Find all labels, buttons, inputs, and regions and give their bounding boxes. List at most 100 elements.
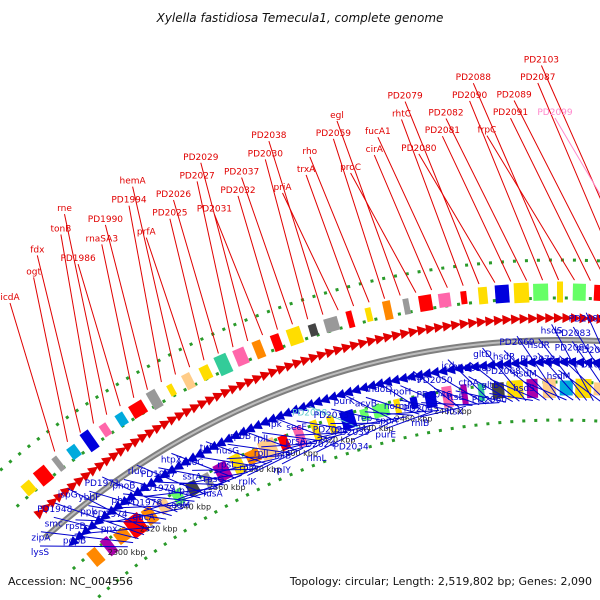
gene-label: PD1994 <box>111 196 147 206</box>
gene-label: rpsL <box>217 461 236 471</box>
label-leaders <box>9 65 600 548</box>
forward-gene-arrow <box>332 345 344 356</box>
reverse-gene-arrow <box>342 386 354 397</box>
reverse-gene-arrow <box>541 357 552 368</box>
label-leader-line <box>213 457 279 474</box>
label-leader-line <box>503 350 554 401</box>
forward-gene-arrow <box>553 313 564 324</box>
forward-gene-arrow <box>374 334 386 345</box>
kbp-tick-label: 2480 kbp <box>434 407 472 416</box>
label-leader-line <box>332 138 386 299</box>
gene-label: PD2033 <box>314 411 349 421</box>
reverse-gene-arrow <box>485 359 496 370</box>
label-leader-line <box>240 429 298 451</box>
label-leader-line <box>468 376 513 403</box>
gene-label: rne <box>57 204 72 214</box>
forward-gene-arrow <box>235 381 247 392</box>
gene-label: PD2069 <box>499 338 535 348</box>
forward-gene-arrow <box>408 327 419 338</box>
forward-gene-arrow <box>579 313 590 324</box>
forward-gene-arrow <box>416 325 428 336</box>
gene-label: PD2034 <box>333 442 369 452</box>
forward-gene-arrow <box>291 359 303 369</box>
forward-gene-arrow <box>570 313 581 324</box>
forward-gene-arrow <box>53 492 64 503</box>
forward-gene-arrow <box>159 420 171 430</box>
gene-label: acvB <box>355 399 377 409</box>
functional-category-block <box>494 284 510 304</box>
kbp-tick-label: 2340 kbp <box>173 503 211 512</box>
gene-label: htpX <box>161 455 182 465</box>
label-leader-line <box>241 177 293 325</box>
forward-gene-arrow <box>66 481 78 493</box>
label-leader-line <box>74 526 156 535</box>
gene-label: hsdM <box>513 370 537 380</box>
kbp-tick-label: 2380 kbp <box>244 465 282 474</box>
label-leader-line <box>109 504 189 509</box>
reverse-gene-arrow <box>244 423 256 433</box>
gene-label: purE <box>375 431 396 441</box>
forward-gene-arrow <box>283 362 295 372</box>
reverse-gene-arrow <box>166 464 178 475</box>
label-leader-line <box>350 172 417 293</box>
label-leader-line <box>226 455 285 460</box>
label-leader-line <box>109 507 184 523</box>
functional-category-block <box>460 383 469 405</box>
label-leader-line <box>281 436 336 465</box>
label-leader-line <box>537 82 600 232</box>
reverse-gene-arrow <box>557 357 568 368</box>
label-leader-line <box>309 406 361 430</box>
gene-label: PD2032 <box>220 186 255 196</box>
reverse-gene-arrow <box>405 371 417 382</box>
genome-rings <box>0 258 600 599</box>
forward-gene-arrow <box>204 396 216 406</box>
forward-gene-arrow <box>308 353 320 364</box>
forward-gene-arrow <box>536 313 547 324</box>
gene-label: PD2025 <box>152 209 187 219</box>
gene-label: egl <box>330 111 344 121</box>
gene-label: ipk <box>268 420 282 430</box>
label-leader-line <box>513 100 600 271</box>
label-leader-line <box>145 237 191 368</box>
gene-label: PD2028 <box>313 426 349 436</box>
gene-label: gltD <box>473 350 492 360</box>
gene-label: PD2081 <box>425 126 460 136</box>
functional-category-block <box>232 346 250 367</box>
gene-label: PD2024 <box>300 440 336 450</box>
forward-gene-arrow <box>181 408 193 418</box>
reverse-gene-arrow <box>493 359 504 370</box>
reverse-gene-arrow <box>281 407 293 417</box>
reverse-gene-arrow <box>288 404 301 414</box>
forward-gene-arrow <box>189 404 201 414</box>
forward-gene-arrow <box>528 313 539 324</box>
gene-label: cirA <box>366 145 384 155</box>
forward-gene-arrow <box>299 356 312 367</box>
reverse-gene-arrow <box>437 365 448 376</box>
label-leader-line <box>350 417 400 441</box>
forward-gene-arrow <box>450 320 462 331</box>
gene-label: PD2103 <box>524 56 559 66</box>
functional-category-block <box>533 283 549 301</box>
reverse-gene-arrow <box>358 382 370 392</box>
reverse-gene-arrow <box>179 456 192 466</box>
gene-label: PD1990 <box>88 215 124 225</box>
gene-label: PD2091 <box>493 108 528 118</box>
gene-label: hsdM <box>547 372 571 382</box>
gene-label: PD2078 <box>542 358 578 368</box>
gene-label: lysS <box>31 548 50 558</box>
forward-gene-arrow <box>476 317 487 328</box>
gene-label: phoB <box>112 482 135 492</box>
gene-label: ctpA <box>458 379 479 389</box>
label-leader-line <box>64 213 108 415</box>
label-leader-line <box>262 432 323 442</box>
forward-gene-arrow <box>267 368 279 378</box>
label-leader-line <box>489 393 533 401</box>
reverse-gene-arrow <box>296 401 308 412</box>
gene-label: rpoC <box>182 458 203 468</box>
gene-label: zipA <box>31 534 51 544</box>
functional-category-block <box>513 282 530 304</box>
gene-label: ogt <box>26 267 41 277</box>
gene-label: ftsX <box>446 407 463 417</box>
label-leader-line <box>247 447 304 477</box>
